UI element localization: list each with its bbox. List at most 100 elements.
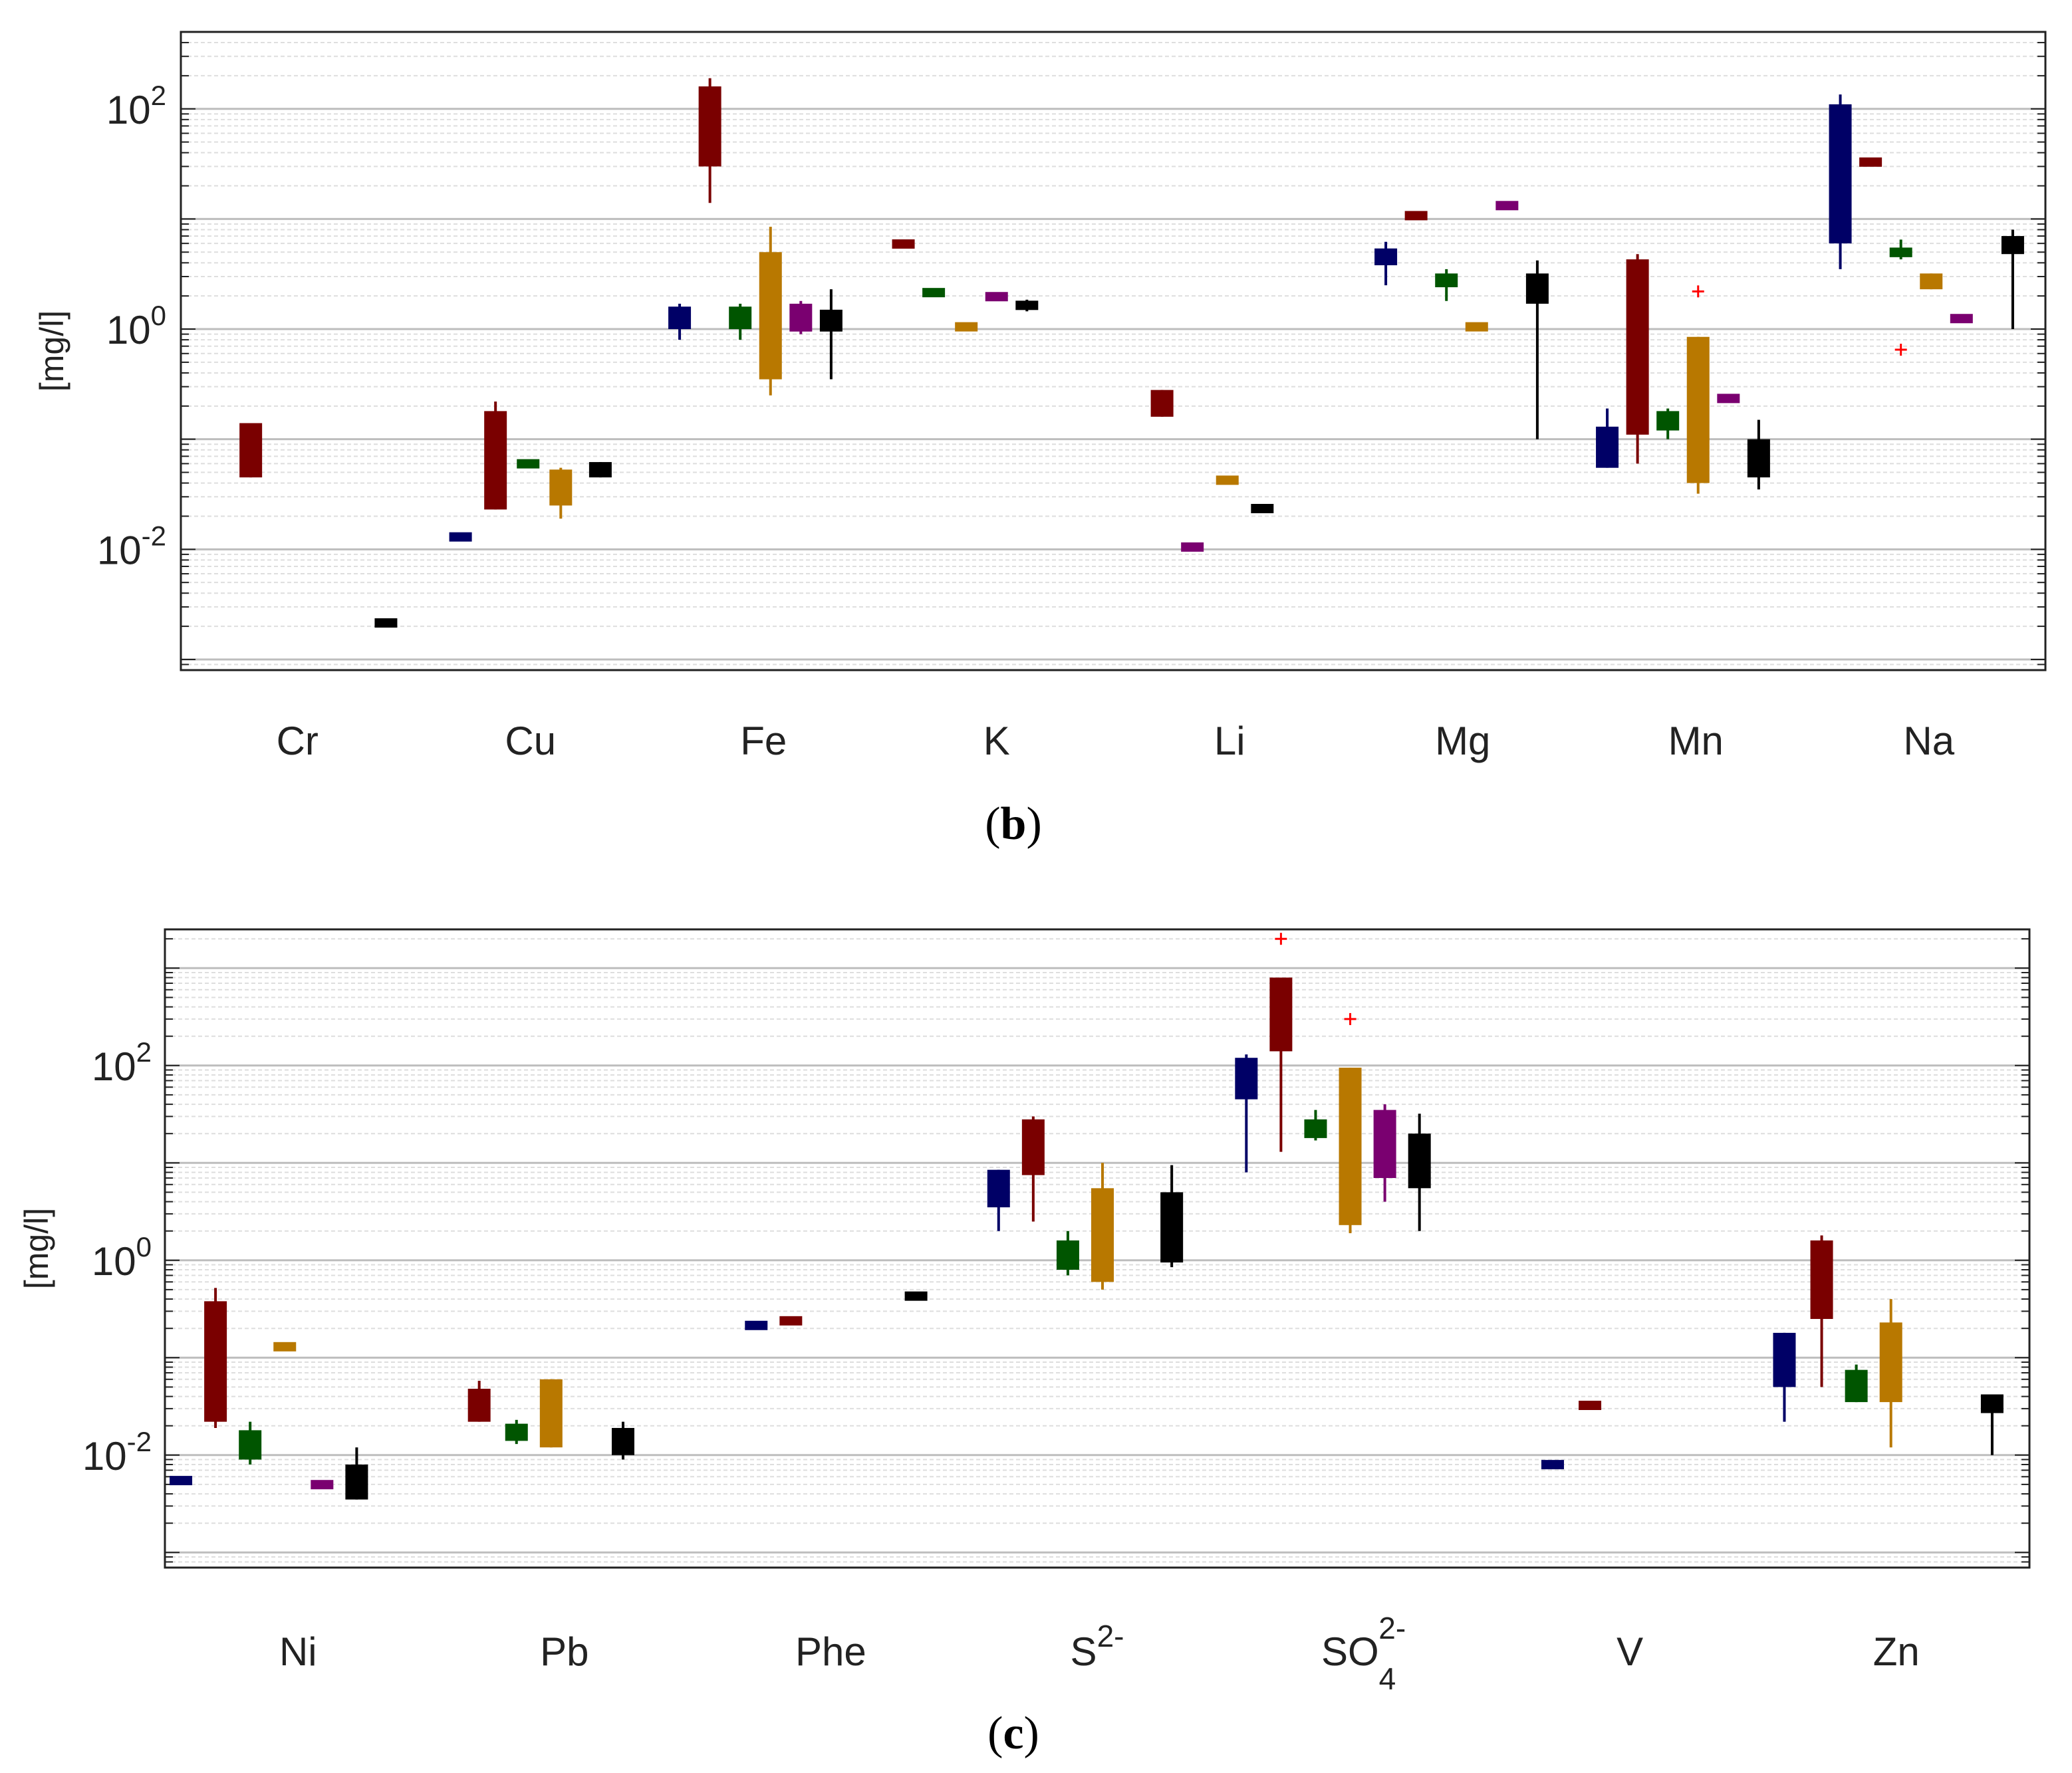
box	[904, 1291, 928, 1301]
category-group-cr	[239, 423, 398, 628]
box	[549, 469, 573, 506]
category-group-phe	[745, 1291, 928, 1330]
category-group-k	[892, 239, 1039, 332]
box	[1015, 300, 1039, 310]
box	[987, 1169, 1010, 1208]
box	[204, 1301, 227, 1422]
box	[505, 1423, 528, 1441]
box	[1160, 1192, 1184, 1263]
panel-tag-letter: b	[1001, 798, 1027, 850]
panel-tag-letter: c	[1003, 1708, 1023, 1759]
category-label: Na	[1903, 719, 1954, 763]
box	[1950, 314, 1973, 324]
y-tick-label: 10-2	[82, 1426, 152, 1478]
category-label: S2-	[1071, 1619, 1124, 1674]
box	[985, 292, 1008, 302]
box	[789, 303, 813, 332]
box	[1889, 247, 1912, 257]
box	[311, 1480, 334, 1490]
category-label: SO4 2-	[1321, 1611, 1406, 1696]
panel-tag-close: )	[1024, 1708, 1039, 1759]
box	[449, 532, 472, 542]
box	[467, 1389, 491, 1422]
y-tick-label: 100	[106, 300, 166, 352]
box	[759, 252, 782, 380]
category-group-pb	[467, 1379, 634, 1460]
y-tick-base: 10	[92, 1239, 136, 1284]
category-group-s2	[987, 1116, 1184, 1290]
box	[779, 1316, 803, 1326]
box	[1525, 273, 1549, 304]
box	[1435, 273, 1458, 288]
box	[1541, 1460, 1564, 1470]
box	[922, 288, 946, 298]
box	[955, 322, 978, 332]
y-tick-exponent: -2	[127, 1426, 152, 1457]
category-label: Cu	[505, 719, 556, 763]
outlier-marker	[1344, 1012, 1357, 1025]
category-label-sub: 4	[1379, 1661, 1396, 1696]
y-tick-base: 10	[106, 308, 151, 352]
category-group-so42	[1235, 933, 1431, 1233]
box	[1251, 503, 1274, 513]
box	[273, 1342, 297, 1352]
y-tick-label: 10-2	[97, 520, 166, 572]
outlier-marker	[1275, 933, 1287, 945]
category-label-sup: 2-	[1097, 1619, 1124, 1653]
category-label-sup: 2-	[1378, 1611, 1406, 1645]
box	[1021, 1119, 1045, 1175]
box	[1579, 1401, 1602, 1411]
box	[2001, 236, 2024, 255]
box	[892, 239, 915, 249]
y-tick-exponent: 2	[136, 1036, 152, 1068]
category-label: Mg	[1435, 719, 1490, 763]
box	[1235, 1058, 1258, 1100]
box	[1980, 1394, 2004, 1413]
category-label: K	[983, 719, 1010, 763]
box	[1216, 475, 1239, 485]
box	[1091, 1188, 1114, 1282]
plot-frame	[180, 31, 2047, 671]
grid	[181, 31, 2045, 671]
y-tick-exponent: -2	[142, 520, 166, 551]
box	[1686, 336, 1710, 483]
category-group-mn	[1596, 254, 1770, 494]
box	[345, 1465, 368, 1500]
y-tick-label: 100	[92, 1231, 152, 1284]
outlier-marker	[1692, 285, 1704, 298]
panel-tag-close: )	[1026, 798, 1041, 850]
category-label: V	[1617, 1629, 1643, 1674]
panel-tag-open: (	[987, 1708, 1003, 1759]
y-tick-base: 10	[97, 528, 142, 572]
box	[1626, 259, 1649, 435]
box	[1596, 426, 1619, 468]
y-tick-exponent: 0	[136, 1231, 152, 1262]
box	[1056, 1240, 1079, 1270]
box	[239, 1430, 262, 1460]
box	[1920, 273, 1943, 290]
box	[1373, 1110, 1396, 1178]
y-tick-label: 102	[92, 1036, 152, 1089]
category-label-base: S	[1071, 1629, 1097, 1674]
category-group-li	[1150, 390, 1274, 552]
category-label: Pb	[540, 1629, 588, 1674]
box	[239, 423, 263, 478]
box	[668, 306, 692, 330]
y-tick-base: 10	[82, 1434, 127, 1478]
box	[1181, 542, 1204, 552]
y-tick-base: 10	[106, 88, 151, 132]
box	[484, 411, 507, 510]
box	[1465, 322, 1488, 332]
box	[1339, 1068, 1362, 1225]
category-group-cu	[449, 401, 612, 542]
box	[170, 1476, 193, 1486]
box	[1304, 1119, 1327, 1138]
category-label: Cr	[277, 719, 319, 763]
box	[1150, 390, 1174, 417]
panel-tag-open: (	[985, 798, 1000, 850]
y-axis-label: [mg/l]	[18, 1208, 55, 1289]
box	[745, 1320, 768, 1330]
y-tick-label: 102	[106, 80, 166, 132]
